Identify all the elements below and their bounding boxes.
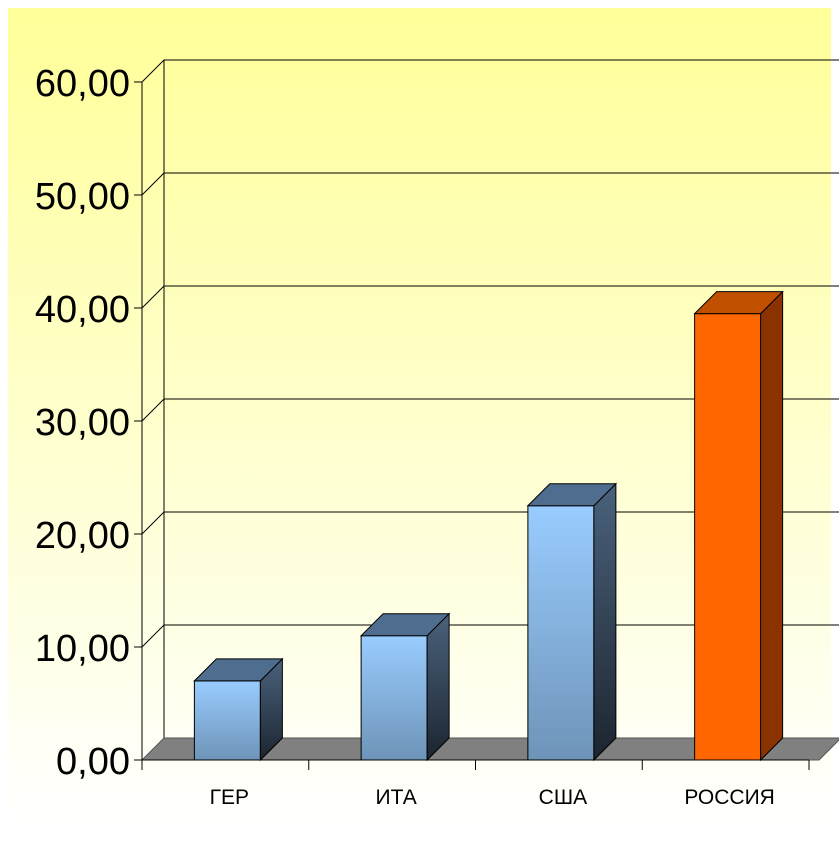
y-tick-label: 40,00 — [35, 289, 130, 331]
bar-top — [193, 658, 284, 682]
x-tick-label: США — [539, 786, 587, 809]
bar-front — [193, 680, 261, 761]
x-tick-label: ГЕР — [210, 786, 249, 809]
bar-top — [526, 483, 618, 507]
y-tick-label: 0,00 — [56, 741, 130, 783]
y-tick-label: 60,00 — [35, 63, 130, 105]
bar-front — [694, 313, 762, 761]
bar-3 — [526, 482, 618, 762]
y-tick-label: 50,00 — [35, 176, 130, 218]
y-tick-label: 20,00 — [35, 515, 130, 557]
bar-4 — [693, 290, 784, 762]
bar-top — [693, 291, 784, 315]
bar-front — [527, 505, 595, 761]
bar-side — [426, 612, 450, 762]
bar-1 — [193, 657, 284, 762]
bar-front — [360, 635, 428, 761]
bar-side — [593, 482, 617, 762]
y-tick-label: 30,00 — [35, 402, 130, 444]
bar-side — [760, 290, 784, 762]
y-tick-label: 10,00 — [35, 628, 130, 670]
bar-top — [359, 613, 451, 637]
bar-2 — [359, 612, 451, 762]
x-tick-label: РОССИЯ — [684, 786, 774, 809]
x-tick-label: ИТА — [376, 786, 417, 809]
